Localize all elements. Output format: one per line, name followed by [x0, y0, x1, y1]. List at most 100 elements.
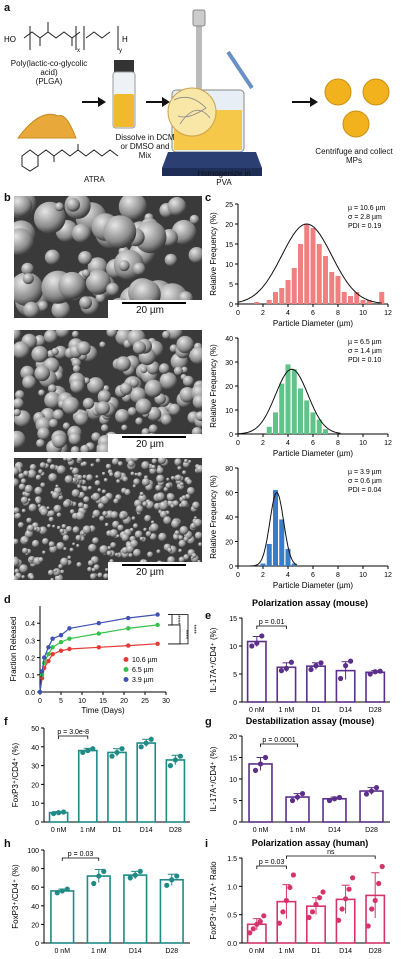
sem-particle — [31, 345, 48, 363]
chart-title: Polarization assay (human) — [252, 838, 369, 848]
y-tick-label: 20 — [31, 782, 39, 789]
sem-particle — [180, 500, 189, 508]
chart-title: Destabilization assay (mouse) — [246, 716, 375, 726]
chart-title: Polarization assay (mouse) — [252, 598, 368, 608]
sem-particle — [167, 493, 175, 502]
sem-particle — [61, 524, 67, 529]
centrifuge-line-2: MPs — [346, 155, 362, 165]
sem-particle — [52, 409, 64, 421]
data-point — [64, 886, 70, 892]
sem-particle — [129, 378, 139, 388]
sem-particle — [34, 365, 50, 382]
sem-particle — [14, 272, 44, 306]
y-tick-label: 0 — [229, 432, 233, 439]
data-bar — [248, 763, 273, 823]
sem-particle — [117, 461, 123, 467]
sem-particle — [26, 517, 32, 524]
comparison-bracket — [286, 855, 376, 859]
x-tick-label: 10 — [359, 572, 367, 579]
sem-particle — [34, 486, 43, 495]
sem-particle — [47, 384, 57, 393]
sem-particle — [37, 504, 41, 508]
sem-particle — [82, 486, 88, 492]
data-point — [308, 666, 314, 673]
release-point — [155, 612, 160, 617]
release-point — [39, 669, 45, 674]
sem-particle — [27, 498, 31, 502]
sem-particle — [79, 296, 92, 310]
sem-particle — [69, 467, 74, 471]
significance-bracket — [168, 614, 189, 645]
data-bar — [50, 890, 75, 944]
polarization-mouse-chart: Polarization assay (mouse) 0 5 10 15 0 nM 1 nM… — [209, 598, 390, 714]
sem-particle — [116, 479, 121, 484]
y-tick-label: 0 — [233, 820, 237, 827]
sem-particle — [164, 253, 178, 267]
data-point — [254, 921, 260, 927]
data-point — [306, 914, 312, 921]
y-tick-label: 0 — [229, 302, 233, 309]
sem-particle — [193, 518, 202, 528]
y-tick-label: 1.5 — [227, 856, 237, 863]
x-axis-label: Time (Days) — [81, 706, 125, 715]
data-point — [379, 863, 385, 870]
sem-particle — [103, 215, 137, 249]
sem-particle — [66, 458, 73, 462]
sem-particle — [71, 223, 91, 243]
scale-label-2: 20 µm — [136, 439, 164, 450]
sem-particle — [38, 469, 43, 474]
sem-particle — [113, 498, 119, 504]
sem-particle — [14, 228, 34, 256]
sem-particle — [139, 536, 144, 541]
y-tick-label: 0 — [35, 941, 39, 948]
x-tick-label: 10 — [359, 310, 367, 317]
data-point — [261, 913, 267, 919]
sem-particle — [97, 488, 102, 492]
data-point — [54, 890, 60, 896]
sem-particle — [87, 377, 105, 395]
sem-particle — [87, 560, 94, 566]
sem-particle — [47, 569, 54, 576]
sem-particle — [110, 542, 117, 549]
panel-label-d: d — [4, 594, 11, 606]
sem-particle — [22, 375, 36, 390]
sem-particle — [99, 341, 106, 348]
category-label: D1 — [312, 707, 321, 714]
histogram-bar — [298, 388, 303, 434]
sem-particle — [194, 531, 202, 540]
sem-particle — [21, 262, 34, 276]
sem-particle — [121, 424, 128, 431]
sem-particle — [132, 484, 137, 488]
data-point — [365, 923, 371, 929]
data-point — [350, 875, 356, 881]
comparison-label: p = 0.0001 — [262, 737, 295, 744]
sem-particle — [47, 524, 51, 528]
sem-particle — [92, 509, 101, 518]
histogram-large: 0 5 10 15 20 25 0 2 4 6 8 10 12 µ = 10.6 µm σ = 2.8 µm… — [209, 202, 392, 328]
sem-particle — [174, 530, 180, 536]
plga-name: Poly(lactic-co-glycolic acid) — [10, 59, 88, 77]
centrifuge-label: Centrifuge and collect MPs — [306, 147, 402, 166]
sem-particle — [51, 347, 59, 356]
sem-particle — [24, 539, 28, 544]
atra-molecule-icon — [21, 144, 119, 172]
release-point — [67, 626, 72, 631]
legend-label: 3.9 µm — [132, 677, 154, 684]
y-tick-label: 20 — [225, 222, 233, 229]
release-point — [155, 641, 160, 647]
sem-particle — [24, 484, 33, 494]
histogram-bar — [366, 300, 372, 304]
sem-particle — [68, 432, 81, 445]
sem-particle — [27, 469, 37, 479]
data-point — [280, 909, 286, 915]
sem-particle — [127, 407, 137, 416]
sem-particle — [148, 424, 158, 434]
sem-particle — [111, 458, 120, 466]
comparison-bracket — [256, 865, 287, 869]
comparison-label: p = 0.01 — [259, 619, 285, 626]
sem-particle — [147, 551, 154, 558]
sem-particle — [102, 510, 108, 517]
sem-particle — [134, 472, 138, 476]
panel-label-g: g — [205, 716, 212, 728]
sem-particle — [168, 403, 181, 416]
